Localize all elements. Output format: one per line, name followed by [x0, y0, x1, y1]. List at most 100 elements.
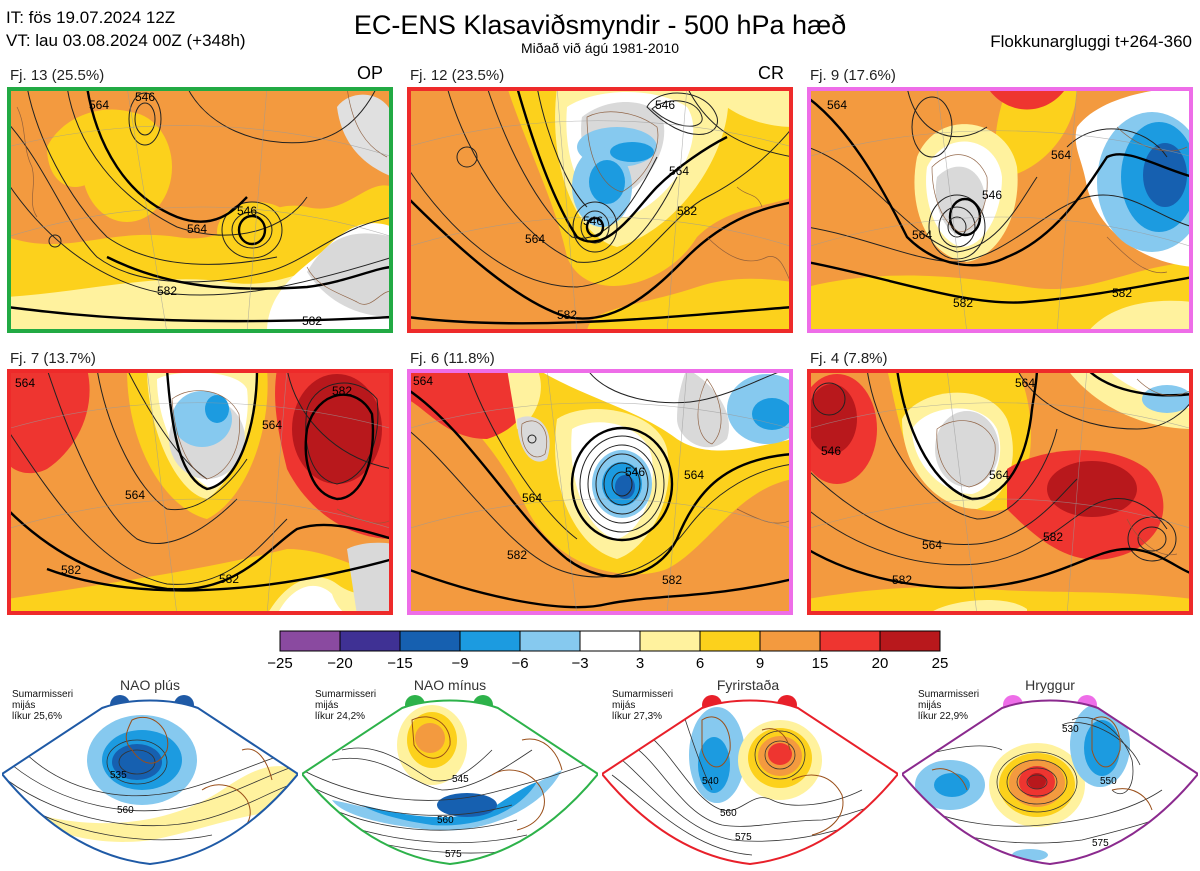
contour-label: 546 — [237, 204, 257, 218]
contour-label: 564 — [669, 164, 689, 178]
contour-label: 564 — [15, 376, 35, 390]
regime-season-nao-minus: Sumarmisseri mijás líkur 24,2% — [315, 689, 377, 722]
contour-label: 564 — [1051, 148, 1071, 162]
contour-label: 582 — [219, 572, 239, 586]
contour-label: 564 — [89, 98, 109, 112]
contour-label: 564 — [922, 538, 942, 552]
cluster-frame-1 — [7, 87, 393, 333]
colorbar-tick-label: 25 — [931, 655, 949, 672]
cluster-panel-1: 546 546 564 582 582 564 — [7, 87, 393, 333]
colorbar-tick-label: −15 — [387, 655, 413, 672]
regime-title-ridge: Hryggur — [1025, 677, 1075, 693]
cluster-panel-5: 564 546 564 582 582 564 — [407, 369, 793, 615]
regime-contour-label: 575 — [445, 849, 462, 860]
chart-subtitle: Miðað við ágú 1981-2010 — [520, 40, 679, 56]
regime-season-blocking: Sumarmisseri mijás líkur 27,3% — [612, 689, 674, 722]
valid-time: VT: lau 03.08.2024 00Z (+348h) — [6, 31, 246, 50]
colorbar-tick-label: 9 — [755, 655, 765, 672]
contour-label: 546 — [655, 98, 675, 112]
regime-contour-label: 545 — [452, 774, 469, 785]
contour-label: 564 — [989, 468, 1009, 482]
cluster-frame-3 — [807, 87, 1193, 333]
colorbar-tick-label: 20 — [871, 655, 889, 672]
colorbar-tick-label: 6 — [695, 655, 705, 672]
contour-label: 564 — [525, 232, 545, 246]
regime-contour-label: 540 — [702, 776, 719, 787]
cluster-panel-3: 564 546 564 582 582 564 — [807, 87, 1193, 333]
regime-contour-label: 535 — [110, 770, 127, 781]
cluster-frame-2 — [407, 87, 793, 333]
colorbar-tick-label: −9 — [451, 655, 469, 672]
contour-label: 582 — [332, 384, 352, 398]
anomaly-colorbar — [279, 630, 941, 652]
colorbar-bin — [819, 630, 881, 652]
regime-map-nao-minus: 545 560 575 — [302, 699, 598, 866]
regime-title-nao-minus: NAO mínus — [413, 677, 487, 693]
regime-map-ridge: 530 550 575 — [902, 699, 1198, 866]
contour-label: 582 — [892, 573, 912, 587]
contour-label: 582 — [507, 548, 527, 562]
colorbar-tick-label: −3 — [571, 655, 589, 672]
regime-contour-label: 560 — [437, 815, 454, 826]
cluster-panel-6: 564 546 564 582 582 564 — [807, 369, 1193, 615]
contour-label: 564 — [684, 468, 704, 482]
colorbar-bin — [759, 630, 821, 652]
clustering-window: Flokkunargluggi t+264-360 — [990, 32, 1192, 51]
contour-label: 564 — [522, 491, 542, 505]
chart-title: EC-ENS Klasaviðsmyndir - 500 hPa hæð — [353, 10, 847, 40]
contour-label: 582 — [1043, 530, 1063, 544]
regime-contour-label: 560 — [720, 808, 737, 819]
cluster-label-4: Fj. 7 (13.7%) — [10, 350, 96, 367]
colorbar-tick-label: −6 — [511, 655, 529, 672]
colorbar-bin — [459, 630, 521, 652]
init-time: IT: fös 19.07.2024 12Z — [6, 8, 176, 27]
contour-label: 564 — [262, 418, 282, 432]
contour-label: 564 — [1015, 376, 1035, 390]
colorbar-bin — [699, 630, 761, 652]
cluster-frame-4 — [7, 369, 393, 615]
contour-label: 564 — [827, 98, 847, 112]
contour-label: 564 — [187, 222, 207, 236]
contour-label: 582 — [302, 314, 322, 328]
cluster-tag-cr: CR — [758, 63, 784, 83]
colorbar-bin — [339, 630, 401, 652]
run-info: IT: fös 19.07.2024 12Z VT: lau 03.08.202… — [6, 6, 246, 52]
contour-label: 564 — [413, 374, 433, 388]
colorbar-bin — [279, 630, 341, 652]
contour-label: 546 — [583, 214, 603, 228]
cluster-label-3: Fj. 9 (17.6%) — [810, 67, 896, 84]
contour-label: 546 — [135, 90, 155, 104]
contour-label: 546 — [821, 444, 841, 458]
contour-label: 582 — [677, 204, 697, 218]
cluster-label-1: Fj. 13 (25.5%) — [10, 67, 105, 84]
colorbar-bin — [519, 630, 581, 652]
contour-label: 564 — [125, 488, 145, 502]
cluster-label-6: Fj. 4 (7.8%) — [810, 350, 888, 367]
regime-contour-label: 530 — [1062, 724, 1079, 735]
contour-label: 582 — [1112, 286, 1132, 300]
regime-season-ridge: Sumarmisseri mijás líkur 22,9% — [918, 689, 980, 722]
contour-label: 546 — [625, 465, 645, 479]
regime-contour-label: 560 — [117, 805, 134, 816]
cluster-panel-2: 546 564 582 564 582 546 — [407, 87, 793, 333]
contour-label: 582 — [662, 573, 682, 587]
regime-season-nao-plus: Sumarmisseri mijás líkur 25,6% — [12, 689, 74, 722]
contour-label: 564 — [912, 228, 932, 242]
cluster-tag-op: OP — [357, 63, 384, 83]
colorbar-tick-label: 3 — [635, 655, 645, 672]
colorbar-tick-label: −25 — [267, 655, 293, 672]
contour-label: 582 — [557, 308, 577, 322]
colorbar-bin — [579, 630, 641, 652]
regime-map-blocking: 540 560 575 — [602, 699, 898, 866]
cluster-frame-5 — [407, 369, 793, 615]
regime-contour-label: 575 — [735, 832, 752, 843]
cluster-frame-6 — [807, 369, 1193, 615]
contour-label: 582 — [157, 284, 177, 298]
regime-title-nao-plus: NAO plús — [120, 677, 180, 693]
regime-contour-label: 550 — [1100, 776, 1117, 787]
regime-title-blocking: Fyrirstaða — [716, 677, 780, 693]
colorbar-tick-label: −20 — [327, 655, 353, 672]
contour-label: 582 — [61, 563, 81, 577]
colorbar-bin — [639, 630, 701, 652]
colorbar-tick-label: 15 — [811, 655, 829, 672]
